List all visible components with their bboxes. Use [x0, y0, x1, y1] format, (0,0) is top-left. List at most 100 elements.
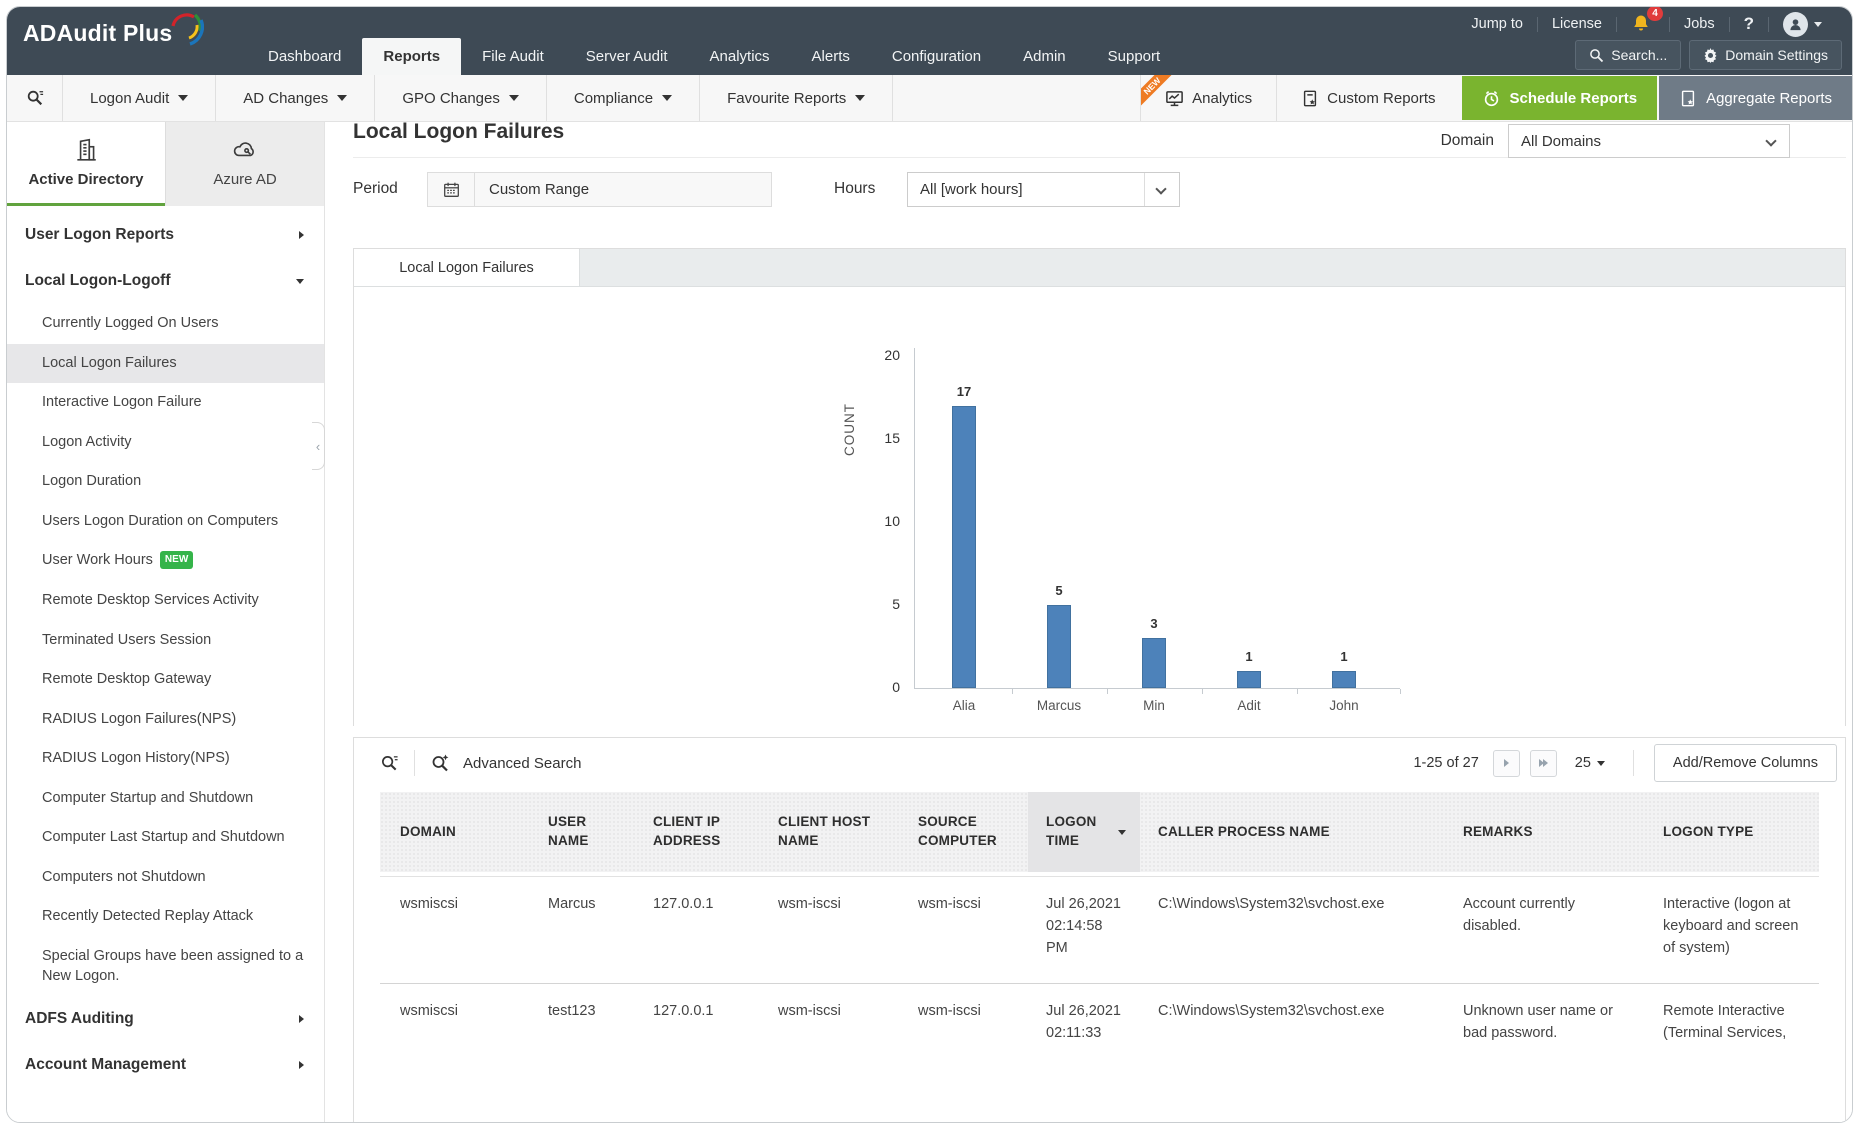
last-page-button[interactable] — [1529, 749, 1557, 777]
tab-azure-ad[interactable]: Azure AD — [165, 122, 324, 206]
sidebar: Active Directory Azure AD User Logon Rep… — [7, 122, 325, 1122]
user-menu[interactable] — [1783, 11, 1822, 37]
nav-item-admin[interactable]: Admin — [1023, 48, 1066, 65]
new-badge: NEW — [159, 551, 194, 569]
x-axis-tick — [1107, 689, 1108, 694]
menu-gpo-changes[interactable]: GPO Changes — [375, 75, 547, 121]
tab-active-directory[interactable]: Active Directory — [7, 122, 165, 206]
sidebar-item-logon-duration[interactable]: Logon Duration — [7, 462, 324, 502]
jump-to-link[interactable]: Jump to — [1471, 16, 1523, 32]
column-header-logon-type[interactable]: LOGON TYPE — [1645, 792, 1819, 872]
help-icon[interactable]: ? — [1743, 14, 1754, 33]
column-header-client-ip-address[interactable]: CLIENT IP ADDRESS — [635, 792, 760, 872]
column-header-domain[interactable]: DOMAIN — [380, 792, 530, 872]
sidebar-item-account-management[interactable]: Account Management — [7, 1042, 324, 1088]
sidebar-item-logon-activity[interactable]: Logon Activity — [7, 423, 324, 463]
sidebar-item-label: Logon Activity — [42, 433, 132, 450]
sidebar-item-label: RADIUS Logon History(NPS) — [42, 750, 230, 767]
sidebar-item-label: Remote Desktop Gateway — [42, 671, 212, 688]
chevron-down-icon — [1596, 760, 1605, 766]
sidebar-item-local-logon-logoff[interactable]: Local Logon-Logoff — [7, 258, 324, 304]
nav-item-support[interactable]: Support — [1107, 48, 1161, 65]
jobs-link[interactable]: Jobs — [1683, 16, 1715, 32]
domain-select[interactable]: All Domains — [1508, 124, 1790, 158]
column-header-source-computer[interactable]: SOURCE COMPUTER — [900, 792, 1028, 872]
advanced-search-icon[interactable] — [425, 753, 455, 773]
nav-item-alerts[interactable]: Alerts — [811, 48, 850, 65]
sidebar-item-computer-last-startup-and-shutdown[interactable]: Computer Last Startup and Shutdown — [7, 818, 324, 858]
license-link[interactable]: License — [1551, 16, 1602, 32]
custom-reports-button[interactable]: Custom Reports — [1276, 75, 1459, 121]
x-category-label: Marcus — [1036, 698, 1082, 713]
nav-item-analytics[interactable]: Analytics — [709, 48, 770, 65]
column-filter-icon[interactable] — [374, 754, 404, 773]
sidebar-item-users-logon-duration-on-computers[interactable]: Users Logon Duration on Computers — [7, 502, 324, 542]
nav-item-server-audit[interactable]: Server Audit — [585, 48, 668, 65]
menu-compliance[interactable]: Compliance — [547, 75, 701, 121]
aggregate-reports-button[interactable]: Aggregate Reports — [1659, 76, 1852, 120]
nav-item-reports[interactable]: Reports — [362, 38, 462, 75]
sidebar-item-user-work-hours[interactable]: User Work Hours NEW — [7, 541, 324, 581]
add-remove-columns-button[interactable]: Add/Remove Columns — [1653, 744, 1837, 782]
notifications-bell-icon[interactable]: 4 — [1631, 7, 1663, 35]
schedule-reports-button[interactable]: Schedule Reports — [1461, 76, 1658, 120]
table-row[interactable]: wsmiscsi Marcus 127.0.0.1 wsm-iscsi wsm-iscs… — [380, 876, 1819, 979]
sidebar-item-radius-logon-history-nps[interactable]: RADIUS Logon History(NPS) — [7, 739, 324, 779]
nav-item-configuration[interactable]: Configuration — [891, 48, 982, 65]
column-header-remarks[interactable]: REMARKS — [1445, 792, 1645, 872]
sidebar-item-special-groups-have-been-assigned-to-a-new-logon[interactable]: Special Groups have been assigned to a N… — [7, 937, 324, 996]
global-search-button[interactable]: Search... — [1575, 40, 1682, 70]
sidebar-item-label: Users Logon Duration on Computers — [42, 512, 279, 529]
app-logo: ADAudit Plus — [23, 13, 205, 49]
hours-select[interactable]: All [work hours] — [907, 172, 1180, 207]
sidebar-collapse-handle[interactable]: ‹ — [312, 422, 325, 470]
advanced-search-label[interactable]: Advanced Search — [463, 754, 582, 772]
column-header-user-name[interactable]: USER NAME — [530, 792, 635, 872]
bar-min[interactable] — [1142, 638, 1166, 688]
bar-john[interactable] — [1332, 671, 1356, 688]
sidebar-item-adfs-auditing[interactable]: ADFS Auditing — [7, 996, 324, 1042]
top-navbar: ADAudit Plus Jump to License 4 Jobs ? — [7, 7, 1852, 75]
domain-filter: Domain All Domains — [1441, 124, 1790, 158]
analytics-button[interactable]: NEW Analytics — [1140, 75, 1276, 121]
table-row[interactable]: wsmiscsi test123 127.0.0.1 wsm-iscsi wsm-isc… — [380, 983, 1819, 1065]
bar-marcus[interactable] — [1047, 605, 1071, 688]
sidebar-item-computers-not-shutdown[interactable]: Computers not Shutdown — [7, 858, 324, 898]
domain-settings-button[interactable]: Domain Settings — [1689, 40, 1842, 70]
sidebar-item-terminated-users-session[interactable]: Terminated Users Session — [7, 621, 324, 661]
sidebar-item-currently-logged-on-users[interactable]: Currently Logged On Users — [7, 304, 324, 344]
chart-tab-local-logon-failures[interactable]: Local Logon Failures — [354, 249, 580, 286]
sidebar-item-radius-logon-failures-nps[interactable]: RADIUS Logon Failures(NPS) — [7, 700, 324, 740]
sidebar-item-recently-detected-replay-attack[interactable]: Recently Detected Replay Attack — [7, 897, 324, 937]
period-value[interactable]: Custom Range — [489, 181, 590, 198]
menu-favourite-reports[interactable]: Favourite Reports — [700, 75, 894, 121]
column-header-logon-time[interactable]: LOGON TIME — [1028, 792, 1140, 872]
sidebar-item-interactive-logon-failure[interactable]: Interactive Logon Failure — [7, 383, 324, 423]
next-page-button[interactable] — [1492, 749, 1520, 777]
column-header-label: CLIENT HOST NAME — [778, 814, 871, 848]
app-window: ADAudit Plus Jump to License 4 Jobs ? — [6, 6, 1853, 1123]
sidebar-item-label: Logon Duration — [42, 473, 142, 490]
calendar-icon[interactable] — [428, 173, 475, 206]
sidebar-item-local-logon-failures[interactable]: Local Logon Failures — [7, 343, 324, 384]
sidebar-item-computer-startup-and-shutdown[interactable]: Computer Startup and Shutdown — [7, 779, 324, 819]
sidebar-item-label: Remote Desktop Services Activity — [42, 591, 259, 608]
menu-ad-changes[interactable]: AD Changes — [216, 75, 376, 121]
column-search-icon[interactable] — [7, 75, 63, 121]
bar-adit[interactable] — [1237, 671, 1261, 688]
sidebar-item-label: Computer Last Startup and Shutdown — [42, 829, 285, 846]
sidebar-item-remote-desktop-services-activity[interactable]: Remote Desktop Services Activity — [7, 581, 324, 621]
sidebar-item-remote-desktop-gateway[interactable]: Remote Desktop Gateway — [7, 660, 324, 700]
column-header-label: CLIENT IP ADDRESS — [653, 814, 721, 848]
menu-logon-audit[interactable]: Logon Audit — [63, 75, 217, 121]
column-header-client-host-name[interactable]: CLIENT HOST NAME — [760, 792, 900, 872]
table-cell: wsm-iscsi — [778, 896, 841, 912]
bar-alia[interactable] — [952, 405, 976, 688]
page-size-select[interactable]: 25 — [1575, 755, 1605, 771]
nav-item-dashboard[interactable]: Dashboard — [268, 48, 342, 65]
column-header-caller-process-name[interactable]: CALLER PROCESS NAME — [1140, 792, 1445, 872]
nav-item-file-audit[interactable]: File Audit — [482, 48, 544, 65]
sidebar-item-user-logon-reports[interactable]: User Logon Reports — [7, 212, 324, 258]
table-cell: wsm-iscsi — [918, 1003, 981, 1020]
filters-row: Period Custom Range Hours All [work hour… — [325, 172, 1852, 208]
